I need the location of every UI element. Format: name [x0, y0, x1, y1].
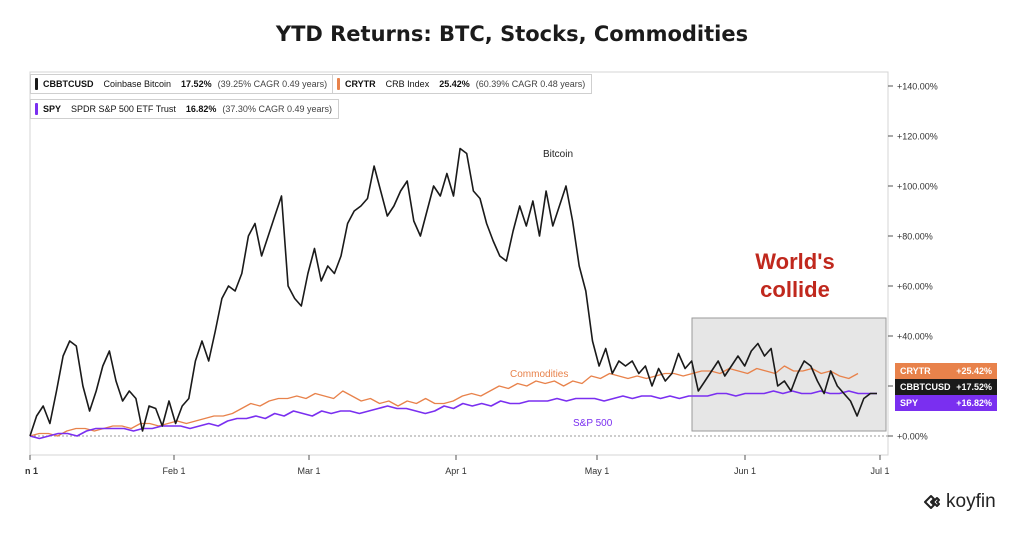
- badge-ticker: CRYTR: [900, 366, 931, 376]
- y-tick-label: +0.00%: [897, 432, 928, 442]
- x-tick-label: Feb 1: [162, 466, 185, 476]
- price-badge-crytr: CRYTR +25.42%: [895, 363, 997, 379]
- badge-ticker: CBBTCUSD: [900, 382, 951, 392]
- x-tick-label: May 1: [585, 466, 610, 476]
- badge-value: +25.42%: [956, 366, 992, 376]
- legend-swatch: [35, 78, 38, 90]
- plot-border: [29, 71, 889, 456]
- worlds-collide-annotation: World's collide: [755, 249, 835, 302]
- legend-ticker: CBBTCUSD: [43, 79, 94, 89]
- price-badge-cbbtcusd: CBBTCUSD +17.52%: [895, 379, 997, 395]
- x-tick-label: Mar 1: [297, 466, 320, 476]
- koyfin-logo-text: koyfin: [946, 491, 996, 512]
- legend-extra: (60.39% CAGR 0.48 years): [475, 79, 586, 89]
- legend-value: 17.52%: [181, 79, 212, 89]
- badge-ticker: SPY: [900, 398, 919, 408]
- legend-item-crytr[interactable]: CRYTR CRB Index 25.42% (60.39% CAGR 0.48…: [332, 74, 593, 94]
- plot-frame: [29, 71, 889, 456]
- y-tick-label: +80.00%: [897, 232, 933, 242]
- x-tick-label: Apr 1: [445, 466, 467, 476]
- legend-extra: (37.30% CAGR 0.49 years): [222, 104, 332, 114]
- legend-name: SPDR S&P 500 ETF Trust: [71, 104, 176, 114]
- legend-swatch: [337, 78, 340, 90]
- legend-value: 16.82%: [185, 104, 217, 114]
- y-tick-label: +100.00%: [897, 182, 938, 192]
- legend-name: Coinbase Bitcoin: [103, 79, 172, 89]
- legend-item-spy[interactable]: SPY SPDR S&P 500 ETF Trust 16.82% (37.30…: [30, 99, 339, 119]
- series-line-sp500: [29, 390, 877, 440]
- commodities-label: Commodities: [510, 369, 568, 380]
- x-tick-label: n 1: [25, 466, 38, 476]
- y-tick-label: +140.00%: [897, 82, 938, 92]
- series-annotations: Bitcoin Commodities S&P 500: [510, 149, 613, 429]
- y-tick-label: +40.00%: [897, 332, 933, 342]
- legend-ticker: SPY: [43, 104, 62, 114]
- x-tick-label: Jul 1: [870, 466, 889, 476]
- price-badge-spy: SPY +16.82%: [895, 395, 997, 411]
- legend-ticker: CRYTR: [345, 79, 376, 89]
- koyfin-logo: koyfin: [922, 491, 996, 513]
- sp500-label: S&P 500: [573, 418, 613, 429]
- legend-item-btc[interactable]: CBBTCUSD Coinbase Bitcoin 17.52% (39.25%…: [30, 74, 335, 94]
- x-axis: n 1 Feb 1 Mar 1 Apr 1 May 1 Jun 1 Jul 1: [25, 455, 890, 476]
- legend-value: 25.42%: [439, 79, 470, 89]
- bitcoin-label: Bitcoin: [543, 149, 573, 160]
- legend-swatch: [35, 103, 38, 115]
- series-line-bitcoin: [29, 147, 877, 437]
- legend-name: CRB Index: [385, 79, 430, 89]
- koyfin-logo-icon: [924, 495, 940, 509]
- legend-extra: (39.25% CAGR 0.49 years): [217, 79, 328, 89]
- x-tick-label: Jun 1: [734, 466, 756, 476]
- badge-value: +16.82%: [956, 398, 992, 408]
- chart-title: YTD Returns: BTC, Stocks, Commodities: [275, 22, 749, 46]
- badge-value: +17.52%: [956, 382, 992, 392]
- y-tick-label: +120.00%: [897, 132, 938, 142]
- series-line-commodities: [29, 365, 859, 437]
- series-layer: [29, 147, 877, 440]
- y-tick-label: +60.00%: [897, 282, 933, 292]
